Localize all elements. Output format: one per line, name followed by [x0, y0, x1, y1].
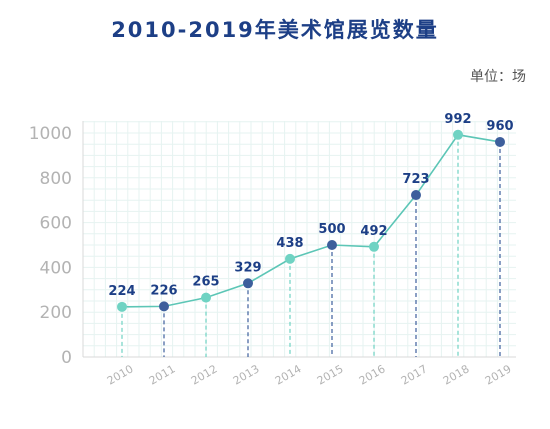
- data-label: 265: [192, 275, 219, 290]
- y-tick-label: 800: [40, 169, 72, 189]
- x-tick-label: 2016: [357, 362, 388, 387]
- data-label: 224: [108, 284, 135, 299]
- y-tick-label: 0: [61, 348, 72, 368]
- data-point: [117, 301, 127, 312]
- data-point: [159, 301, 169, 312]
- x-tick-label: 2014: [273, 362, 304, 387]
- data-label: 329: [234, 260, 261, 275]
- data-label: 492: [360, 224, 387, 239]
- data-point: [243, 278, 253, 289]
- x-tick-label: 2015: [315, 362, 346, 387]
- data-label: 500: [318, 222, 345, 237]
- x-tick-label: 2010: [105, 362, 136, 387]
- data-label: 992: [444, 112, 471, 127]
- data-point: [495, 136, 505, 147]
- data-label: 723: [402, 172, 429, 187]
- data-point: [369, 241, 379, 252]
- data-point: [453, 129, 463, 140]
- x-tick-label: 2012: [189, 362, 220, 387]
- y-tick-label: 400: [40, 258, 72, 278]
- y-tick-label: 600: [40, 214, 72, 234]
- x-tick-label: 2019: [483, 362, 514, 387]
- data-label: 226: [150, 283, 177, 298]
- data-label: 960: [486, 119, 513, 134]
- y-tick-label: 1000: [29, 124, 72, 144]
- x-tick-label: 2011: [147, 362, 178, 387]
- data-point: [201, 292, 211, 303]
- y-tick-label: 200: [40, 303, 72, 323]
- chart-title: 2010-2019年美术馆展览数量: [111, 18, 439, 42]
- data-point: [411, 190, 421, 201]
- series-line: [121, 133, 501, 308]
- x-tick-label: 2013: [231, 362, 262, 387]
- data-label: 438: [276, 236, 303, 251]
- unit-label: 单位：场: [470, 69, 526, 85]
- data-point: [285, 253, 295, 264]
- x-tick-label: 2018: [441, 362, 472, 387]
- x-tick-label: 2017: [399, 362, 430, 387]
- data-point: [327, 240, 337, 250]
